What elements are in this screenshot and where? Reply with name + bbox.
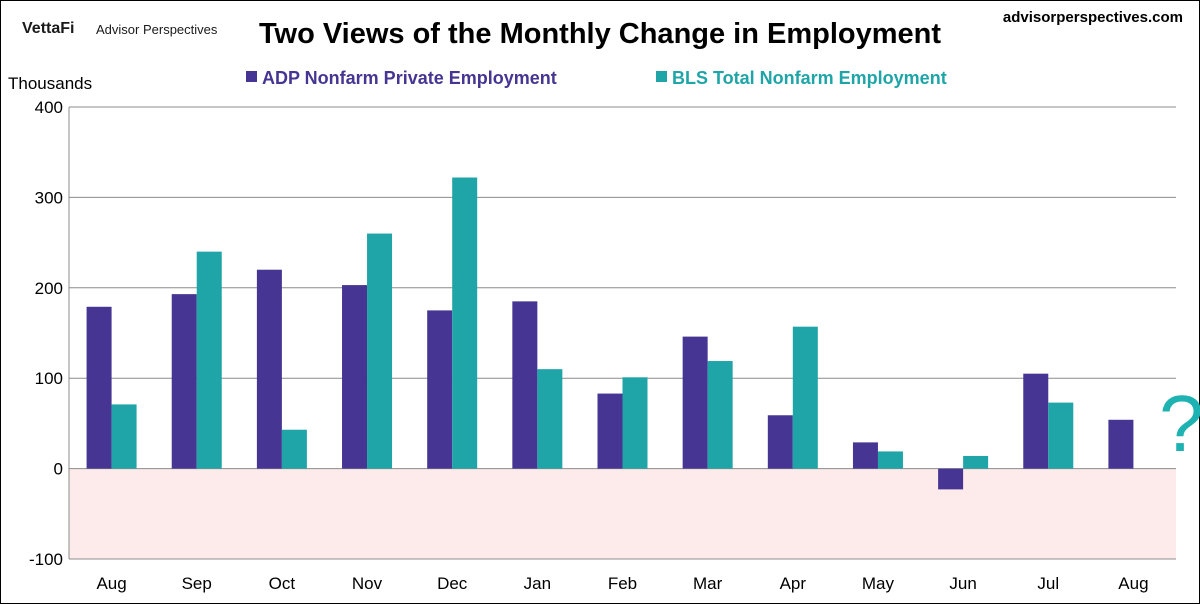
bar-adp bbox=[852, 442, 878, 469]
y-tick-labels: -100 0 100 200 300 400 bbox=[29, 98, 63, 569]
x-tick-label: Oct bbox=[269, 574, 296, 593]
bar-bls bbox=[367, 233, 393, 469]
bar-adp bbox=[171, 294, 197, 469]
x-tick-label: Mar bbox=[693, 574, 723, 593]
bar-bls bbox=[877, 451, 903, 469]
bar-bls bbox=[196, 251, 222, 469]
negative-region bbox=[69, 468, 1176, 559]
x-tick-label: Jul bbox=[1037, 574, 1059, 593]
legend-swatch-adp bbox=[246, 71, 257, 82]
x-tick-labels: Aug Sep Oct Nov Dec Jan Feb Mar Apr May Jun Jul Aug bbox=[96, 574, 1148, 593]
x-tick-label: Nov bbox=[352, 574, 383, 593]
x-tick-label: Sep bbox=[182, 574, 212, 593]
bar-adp bbox=[427, 310, 453, 469]
bars bbox=[86, 177, 1134, 490]
bar-bls bbox=[963, 455, 989, 469]
bar-bls bbox=[111, 404, 137, 469]
bar-adp bbox=[682, 336, 708, 469]
x-tick-label: Aug bbox=[1118, 574, 1148, 593]
x-tick-label: Dec bbox=[437, 574, 468, 593]
bar-adp bbox=[256, 269, 282, 469]
bar-adp bbox=[86, 306, 112, 469]
legend-label-adp: ADP Nonfarm Private Employment bbox=[262, 68, 557, 88]
bar-adp bbox=[767, 415, 793, 469]
bar-adp bbox=[342, 285, 368, 469]
x-tick-label: Feb bbox=[608, 574, 637, 593]
bar-adp bbox=[1108, 419, 1134, 469]
bar-bls bbox=[792, 326, 818, 469]
legend-label-bls: BLS Total Nonfarm Employment bbox=[672, 68, 947, 88]
x-tick-label: Apr bbox=[780, 574, 807, 593]
y-tick-label: -100 bbox=[29, 550, 63, 569]
x-tick-label: Jun bbox=[949, 574, 976, 593]
bar-bls bbox=[622, 377, 648, 469]
bar-bls bbox=[281, 429, 307, 469]
bar-adp bbox=[512, 301, 538, 469]
bar-adp bbox=[597, 393, 623, 469]
x-tick-label: May bbox=[862, 574, 895, 593]
y-tick-label: 200 bbox=[35, 279, 63, 298]
legend-swatch-bls bbox=[656, 71, 667, 82]
y-axis-label: Thousands bbox=[8, 74, 92, 93]
bar-bls bbox=[452, 177, 478, 469]
y-tick-label: 400 bbox=[35, 98, 63, 117]
x-tick-label: Jan bbox=[524, 574, 551, 593]
x-tick-label: Aug bbox=[96, 574, 126, 593]
brand-name: Advisor Perspectives bbox=[96, 22, 218, 37]
legend: ADP Nonfarm Private Employment BLS Total… bbox=[246, 68, 947, 88]
gridlines bbox=[69, 106, 1176, 560]
brand-logo: VettaFi bbox=[22, 20, 74, 37]
chart-title: Two Views of the Monthly Change in Emplo… bbox=[259, 18, 941, 50]
bar-bls bbox=[707, 361, 733, 469]
bar-bls bbox=[1048, 402, 1074, 469]
y-tick-label: 100 bbox=[35, 369, 63, 388]
bar-adp bbox=[1023, 373, 1049, 469]
y-tick-label: 300 bbox=[35, 188, 63, 207]
bar-bls bbox=[537, 369, 563, 469]
bar-adp bbox=[938, 468, 964, 490]
site-url: advisorperspectives.com bbox=[1003, 9, 1183, 26]
y-tick-label: 0 bbox=[54, 460, 63, 479]
pending-data-annotation: ? bbox=[1159, 379, 1200, 468]
